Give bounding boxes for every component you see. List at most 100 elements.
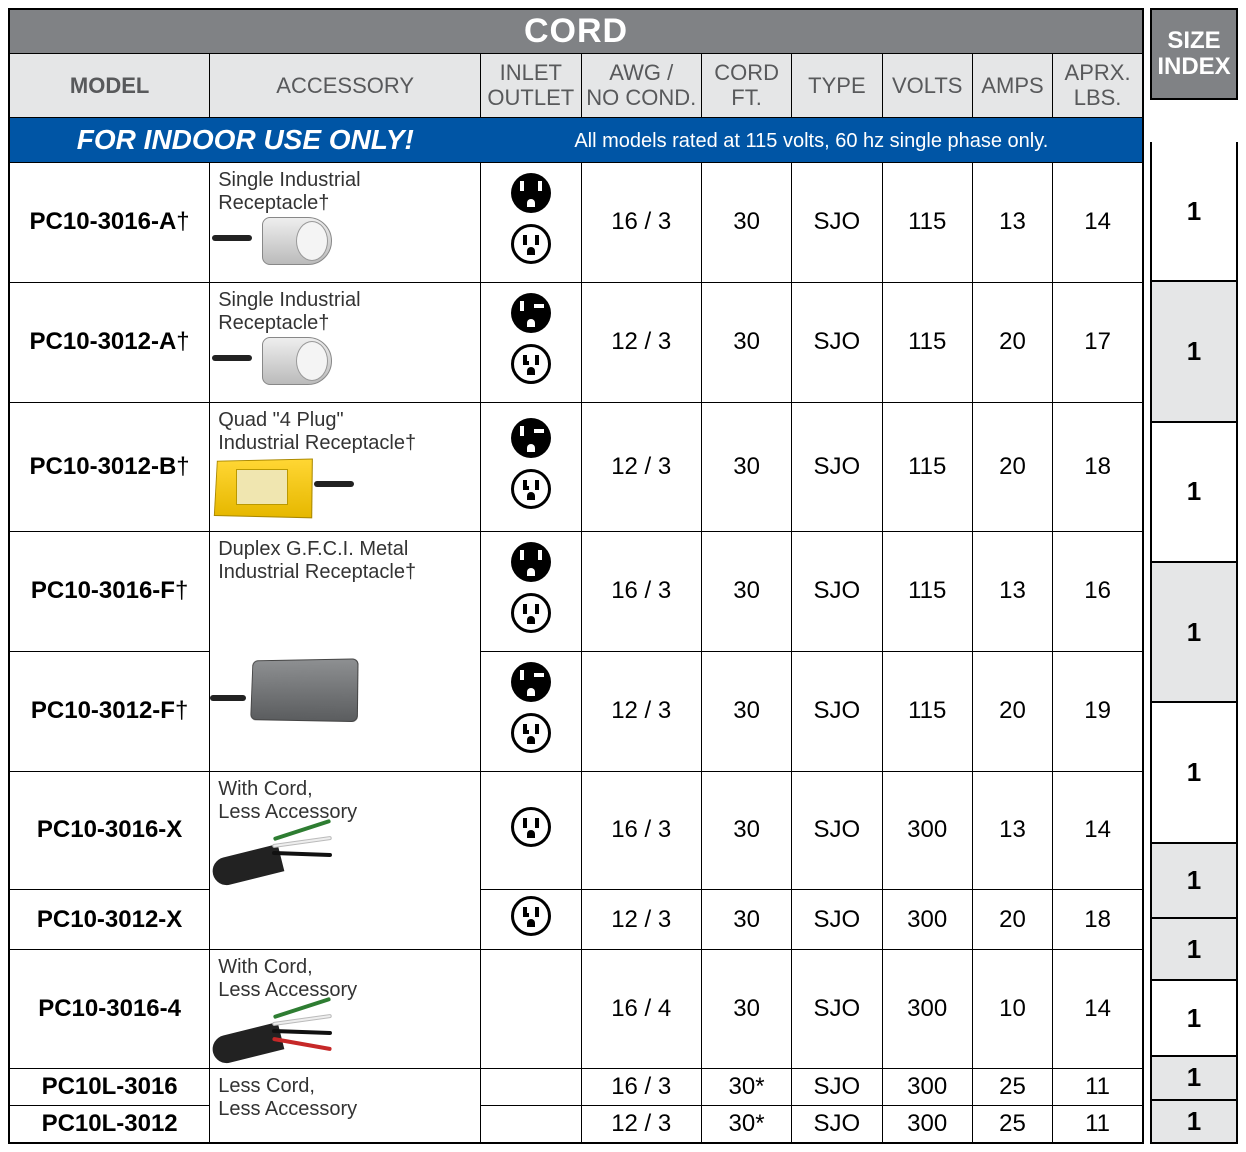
- cell-cord-ft: 30: [701, 531, 791, 651]
- cell-amps: 20: [972, 890, 1052, 950]
- table-title: CORD: [9, 9, 1143, 54]
- cell-amps: 20: [972, 402, 1052, 531]
- size-index-cell: 1: [1152, 142, 1236, 280]
- cell-volts: 300: [882, 1069, 972, 1106]
- cell-volts: 300: [882, 950, 972, 1069]
- cell-amps: 10: [972, 950, 1052, 1069]
- wires-image: [212, 998, 352, 1058]
- outlet-icon: [511, 542, 551, 582]
- cell-type: SJO: [792, 162, 882, 282]
- cell-inlet-outlet: [481, 531, 581, 651]
- banner-left: FOR INDOOR USE ONLY!: [77, 124, 414, 155]
- cell-accessory: [210, 890, 481, 950]
- cell-awg: 12 / 3: [581, 402, 701, 531]
- cell-model: PC10-3016-F†: [9, 531, 210, 651]
- table-row: PC10-3016-4With Cord,Less Accessory16 / …: [9, 950, 1143, 1069]
- table-row: PC10-3012-A†Single IndustrialReceptacle†…: [9, 282, 1143, 402]
- size-index-cell: 1: [1152, 1055, 1236, 1099]
- cell-cord-ft: 30: [701, 651, 791, 771]
- cell-awg: 16 / 3: [581, 531, 701, 651]
- layout-wrap: CORD MODEL ACCESSORY INLETOUTLET AWG /NO…: [8, 8, 1238, 1144]
- cell-inlet-outlet: [481, 402, 581, 531]
- cell-type: SJO: [792, 950, 882, 1069]
- cell-cord-ft: 30: [701, 771, 791, 890]
- outlet-icon: [511, 896, 551, 936]
- size-index-cell: 1: [1152, 979, 1236, 1055]
- wires-image: [212, 820, 352, 880]
- size-index-cell: 1: [1152, 421, 1236, 561]
- outlet-icon: [511, 344, 551, 384]
- cell-type: SJO: [792, 651, 882, 771]
- size-index-banner-spacer: [1150, 100, 1238, 142]
- cell-amps: 13: [972, 531, 1052, 651]
- outlet-icon: [511, 469, 551, 509]
- outlet-icon: [511, 807, 551, 847]
- cell-model: PC10-3012-A†: [9, 282, 210, 402]
- col-lbs: APRX.LBS.: [1053, 54, 1143, 118]
- cell-type: SJO: [792, 282, 882, 402]
- cell-inlet-outlet: [481, 890, 581, 950]
- cell-cord-ft: 30: [701, 402, 791, 531]
- metalbox-image: [212, 653, 362, 725]
- table-row: PC10-3012-F† 12 / 330SJO1152019: [9, 651, 1143, 771]
- cell-amps: 25: [972, 1069, 1052, 1106]
- cell-awg: 16 / 4: [581, 950, 701, 1069]
- cell-lbs: 14: [1053, 162, 1143, 282]
- cell-type: SJO: [792, 402, 882, 531]
- cell-amps: 20: [972, 282, 1052, 402]
- cell-lbs: 18: [1053, 402, 1143, 531]
- cell-awg: 16 / 3: [581, 1069, 701, 1106]
- col-inlet-outlet: INLETOUTLET: [481, 54, 581, 118]
- cell-cord-ft: 30*: [701, 1069, 791, 1106]
- col-type: TYPE: [792, 54, 882, 118]
- col-amps: AMPS: [972, 54, 1052, 118]
- cell-inlet-outlet: [481, 950, 581, 1069]
- cell-amps: 20: [972, 651, 1052, 771]
- col-cord-ft: CORDFT.: [701, 54, 791, 118]
- cell-amps: 25: [972, 1106, 1052, 1144]
- cell-awg: 12 / 3: [581, 1106, 701, 1144]
- cell-inlet-outlet: [481, 162, 581, 282]
- cell-accessory: Less Cord,Less Accessory: [210, 1069, 481, 1144]
- table-row: PC10-3016-F†Duplex G.F.C.I. MetalIndustr…: [9, 531, 1143, 651]
- cell-lbs: 18: [1053, 890, 1143, 950]
- outlet-icon: [511, 293, 551, 333]
- col-accessory: ACCESSORY: [210, 54, 481, 118]
- cell-accessory: Quad "4 Plug"Industrial Receptacle†: [210, 402, 481, 531]
- cell-inlet-outlet: [481, 282, 581, 402]
- cell-cord-ft: 30: [701, 162, 791, 282]
- cell-type: SJO: [792, 1106, 882, 1144]
- cell-awg: 16 / 3: [581, 771, 701, 890]
- cell-cord-ft: 30: [701, 890, 791, 950]
- cell-cord-ft: 30: [701, 950, 791, 1069]
- outlet-icon: [511, 593, 551, 633]
- cell-cord-ft: 30*: [701, 1106, 791, 1144]
- size-index-cell: 1: [1152, 561, 1236, 701]
- outlet-icon: [511, 173, 551, 213]
- cell-model: PC10-3012-X: [9, 890, 210, 950]
- cell-type: SJO: [792, 890, 882, 950]
- cell-lbs: 11: [1053, 1069, 1143, 1106]
- cell-accessory: Duplex G.F.C.I. MetalIndustrial Receptac…: [210, 531, 481, 651]
- cell-type: SJO: [792, 771, 882, 890]
- cell-model: PC10-3016-X: [9, 771, 210, 890]
- size-index-cell: 1: [1152, 842, 1236, 918]
- size-index-cell: 1: [1152, 280, 1236, 420]
- cell-accessory: With Cord,Less Accessory: [210, 771, 481, 890]
- cell-volts: 300: [882, 771, 972, 890]
- cell-volts: 115: [882, 162, 972, 282]
- table-body: PC10-3016-A†Single IndustrialReceptacle†…: [9, 162, 1143, 1143]
- outlet-icon: [511, 713, 551, 753]
- table-row: PC10-3016-A†Single IndustrialReceptacle†…: [9, 162, 1143, 282]
- receptacle-image: [212, 211, 332, 271]
- quadbox-image: [212, 451, 352, 521]
- cell-model: PC10-3012-B†: [9, 402, 210, 531]
- size-index-column: SIZEINDEX 1111111111: [1150, 8, 1238, 1144]
- table-row: PC10L-3016Less Cord,Less Accessory16 / 3…: [9, 1069, 1143, 1106]
- cell-inlet-outlet: [481, 651, 581, 771]
- cell-model: PC10-3016-A†: [9, 162, 210, 282]
- banner-right: All models rated at 115 volts, 60 hz sin…: [574, 130, 1048, 152]
- cell-awg: 12 / 3: [581, 651, 701, 771]
- cell-volts: 115: [882, 531, 972, 651]
- cell-cord-ft: 30: [701, 282, 791, 402]
